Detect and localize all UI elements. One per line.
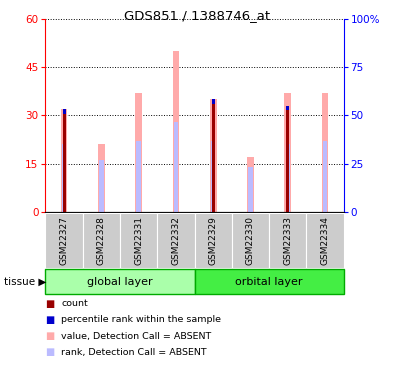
Text: GSM22327: GSM22327 [60,216,69,265]
Bar [83,213,120,268]
Text: global layer: global layer [87,277,153,286]
Text: GSM22334: GSM22334 [320,216,329,265]
Text: GSM22329: GSM22329 [209,216,218,265]
Bar [210,99,216,212]
Bar [120,213,157,268]
Bar [62,109,66,212]
Bar [212,99,214,104]
Text: count: count [61,299,88,308]
Bar [98,144,105,212]
Bar [322,93,328,212]
Bar [232,213,269,268]
Text: tissue ▶: tissue ▶ [4,277,46,286]
Bar [175,212,177,217]
Bar [286,106,289,212]
Text: ■: ■ [45,299,55,309]
Bar [248,167,253,212]
Bar [323,141,327,212]
Text: ■: ■ [45,331,55,341]
Bar [62,144,66,212]
Text: GSM22330: GSM22330 [246,216,255,265]
Bar [157,213,194,268]
Bar [45,213,83,268]
Bar [62,109,66,114]
Bar [194,269,344,294]
Bar [45,269,194,294]
Bar [247,157,254,212]
Text: ■: ■ [45,315,55,325]
Text: GSM22328: GSM22328 [97,216,106,265]
Bar [194,213,232,268]
Text: GSM22331: GSM22331 [134,216,143,265]
Bar [173,51,179,212]
Bar [269,213,307,268]
Text: orbital layer: orbital layer [235,277,303,286]
Text: GSM22333: GSM22333 [283,216,292,265]
Text: ■: ■ [45,347,55,357]
Text: GSM22332: GSM22332 [171,216,181,265]
Bar [174,122,178,212]
Bar [286,106,289,111]
Bar [286,144,290,212]
Bar [136,141,141,212]
Text: value, Detection Call = ABSENT: value, Detection Call = ABSENT [61,332,211,340]
Bar [99,160,103,212]
Bar [61,109,68,212]
Bar [284,93,291,212]
Bar [307,213,344,268]
Text: percentile rank within the sample: percentile rank within the sample [61,315,221,324]
Text: GDS851 / 1388746_at: GDS851 / 1388746_at [124,9,271,22]
Text: rank, Detection Call = ABSENT: rank, Detection Call = ABSENT [61,348,207,357]
Bar [211,141,215,212]
Bar [212,99,214,212]
Bar [135,93,142,212]
